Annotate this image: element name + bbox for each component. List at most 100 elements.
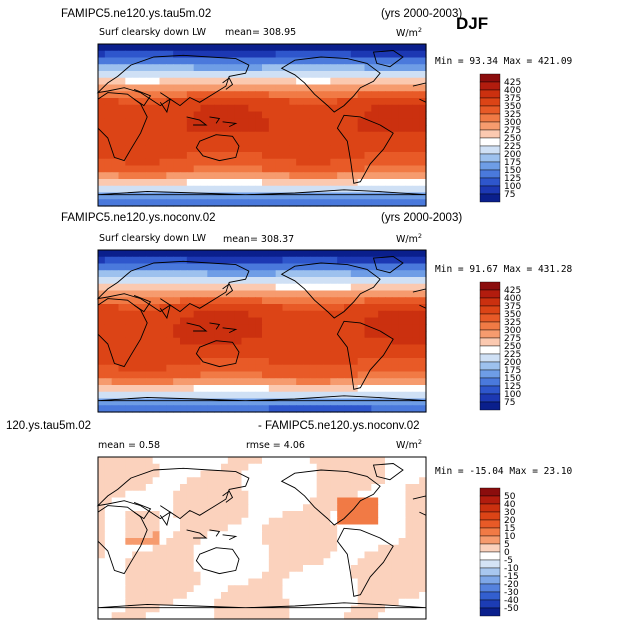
colorbar-swatch	[479, 583, 501, 593]
panel-2-units: W/m2	[396, 232, 422, 246]
colorbar-swatch	[479, 137, 501, 147]
panel-1-years: (yrs 2000-2003)	[381, 8, 463, 20]
colorbar-swatch	[479, 337, 501, 347]
colorbar-swatch	[479, 551, 501, 561]
panel-2-colorbar: 4254003753503253002752502252001751501251…	[479, 281, 521, 411]
colorbar-tick-label: 225	[504, 142, 521, 152]
colorbar-tick-label: 150	[504, 166, 521, 176]
colorbar-tick-label: 100	[504, 390, 521, 400]
colorbar-swatch	[479, 607, 501, 617]
colorbar-swatch	[479, 193, 501, 203]
colorbar-swatch	[479, 121, 501, 131]
colorbar-tick-label: 400	[504, 294, 521, 304]
colorbar-tick-label: 250	[504, 342, 521, 352]
colorbar-swatch	[479, 535, 501, 545]
colorbar-tick-label: 20	[504, 516, 516, 526]
colorbar-tick-label: 425	[504, 78, 521, 88]
colorbar-swatch	[479, 353, 501, 363]
colorbar-swatch	[479, 393, 501, 403]
colorbar-tick-label: 0	[504, 548, 510, 558]
panel-2-map	[96, 249, 427, 413]
colorbar-tick-label: 325	[504, 318, 521, 328]
colorbar-swatch	[479, 559, 501, 569]
colorbar-swatch	[479, 377, 501, 387]
colorbar-tick-label: -20	[504, 580, 519, 590]
colorbar-tick-label: 100	[504, 182, 521, 192]
panel-1-colorbar: 4254003753503253002752502252001751501251…	[479, 73, 521, 203]
colorbar-swatch	[479, 73, 501, 83]
colorbar-tick-label: -10	[504, 564, 519, 574]
panel-1-mean: mean= 308.95	[225, 27, 297, 38]
panel-2-mean: mean= 308.37	[223, 234, 295, 245]
colorbar-tick-label: 75	[504, 190, 515, 200]
colorbar-swatch	[479, 297, 501, 307]
colorbar-tick-label: 225	[504, 350, 521, 360]
map-field	[98, 250, 427, 413]
colorbar-tick-label: 200	[504, 150, 521, 160]
panel-1-units: W/m2	[396, 26, 422, 40]
colorbar-swatch	[479, 169, 501, 179]
panel-2-variable: Surf clearsky down LW	[99, 233, 206, 244]
colorbar-tick-label: -5	[504, 556, 513, 566]
colorbar-swatch	[479, 503, 501, 513]
panel-3-rmse: rmse = 4.06	[246, 440, 305, 451]
colorbar-tick-label: 350	[504, 310, 521, 320]
colorbar-swatch	[479, 161, 501, 171]
panel-3-mean: mean = 0.58	[98, 440, 161, 451]
colorbar-tick-label: 15	[504, 524, 515, 534]
colorbar-swatch	[479, 177, 501, 187]
colorbar-swatch	[479, 519, 501, 529]
map-field	[98, 457, 427, 620]
coastlines	[96, 463, 427, 609]
colorbar-swatch	[479, 321, 501, 331]
colorbar-tick-label: 30	[504, 508, 516, 518]
colorbar-tick-label: 125	[504, 174, 521, 184]
colorbar-swatch	[479, 575, 501, 585]
panel-1-map	[96, 43, 427, 207]
colorbar-swatch	[479, 591, 501, 601]
colorbar-swatch	[479, 313, 501, 323]
colorbar-tick-label: -30	[504, 588, 519, 598]
colorbar-tick-label: 250	[504, 134, 521, 144]
panel-1-case-title: FAMIPC5.ne120.ys.tau5m.02	[61, 8, 212, 20]
colorbar-swatch	[479, 369, 501, 379]
colorbar-tick-label: 200	[504, 358, 521, 368]
colorbar-tick-label: 375	[504, 302, 521, 312]
colorbar-tick-label: 5	[504, 540, 510, 550]
panel-1-variable: Surf clearsky down LW	[99, 27, 206, 38]
colorbar-swatch	[479, 487, 501, 497]
colorbar-swatch	[479, 401, 501, 411]
map-field	[98, 44, 427, 207]
colorbar-swatch	[479, 289, 501, 299]
panel-2-minmax: Min = 91.67 Max = 431.28	[435, 264, 573, 275]
colorbar-swatch	[479, 153, 501, 163]
colorbar-tick-label: 325	[504, 110, 521, 120]
colorbar-swatch	[479, 527, 501, 537]
colorbar-swatch	[479, 113, 501, 123]
colorbar-swatch	[479, 567, 501, 577]
panel-1-minmax: Min = 93.34 Max = 421.09	[435, 56, 573, 67]
colorbar-swatch	[479, 145, 501, 155]
colorbar-swatch	[479, 81, 501, 91]
colorbar-swatch	[479, 361, 501, 371]
season-label: DJF	[456, 14, 489, 33]
panel-3-units: W/m2	[396, 438, 422, 452]
colorbar-tick-label: 150	[504, 374, 521, 384]
colorbar-tick-label: 175	[504, 366, 521, 376]
panel-3-diff-title: - FAMIPC5.ne120.ys.noconv.02	[258, 420, 420, 432]
colorbar-swatch	[479, 329, 501, 339]
colorbar-swatch	[479, 345, 501, 355]
colorbar-swatch	[479, 105, 501, 115]
colorbar-tick-label: 300	[504, 326, 521, 336]
colorbar-tick-label: 375	[504, 94, 521, 104]
colorbar-swatch	[479, 281, 501, 291]
coastlines	[96, 256, 427, 402]
colorbar-tick-label: -50	[504, 604, 519, 614]
colorbar-swatch	[479, 385, 501, 395]
colorbar-tick-label: 350	[504, 102, 521, 112]
map-frame	[97, 456, 427, 620]
colorbar-swatch	[479, 185, 501, 195]
colorbar-swatch	[479, 305, 501, 315]
colorbar-tick-label: 400	[504, 86, 521, 96]
panel-3-map	[96, 456, 427, 620]
